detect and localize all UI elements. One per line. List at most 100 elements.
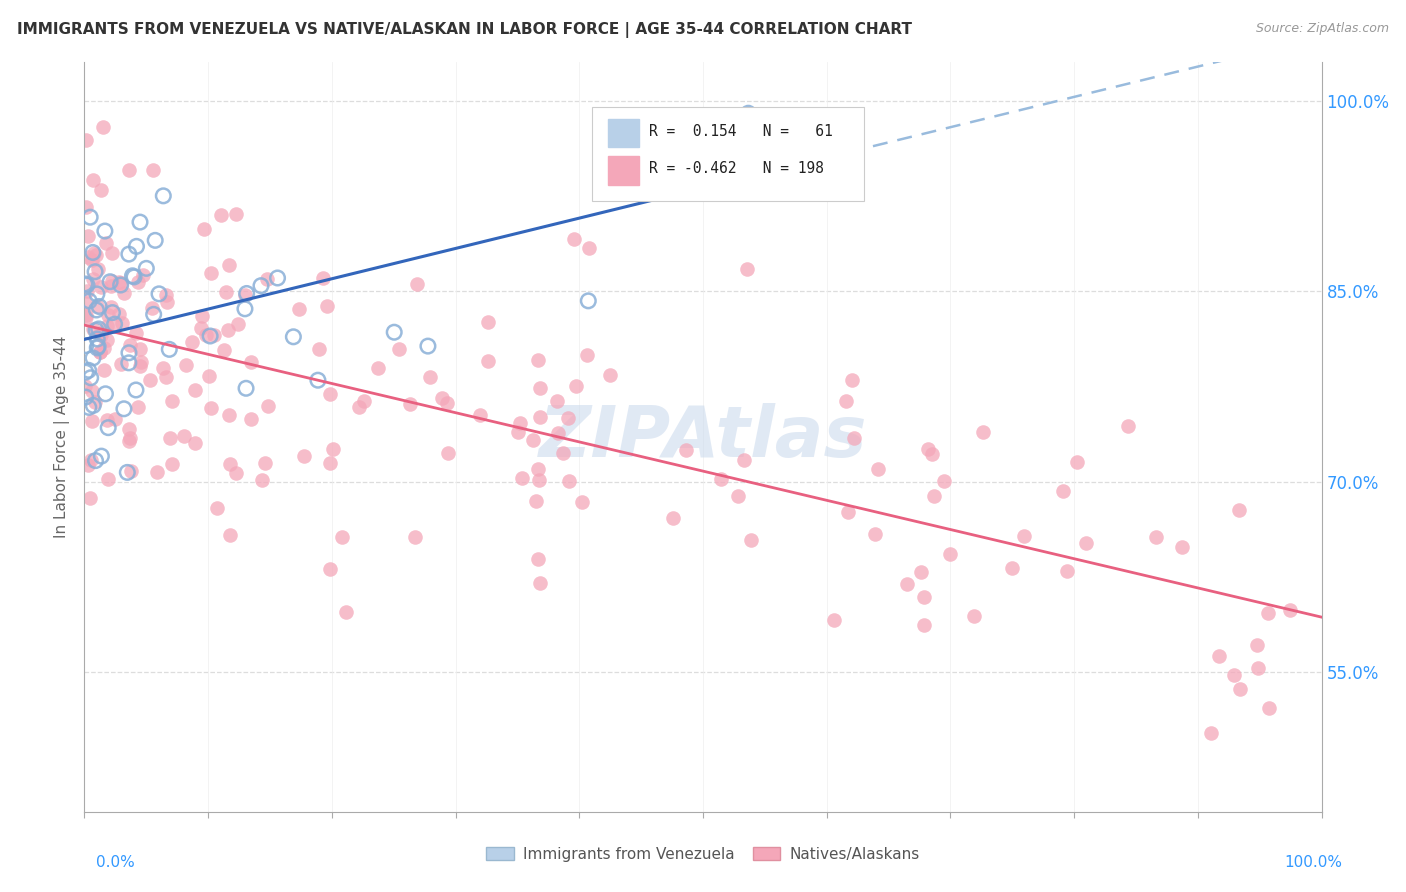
Y-axis label: In Labor Force | Age 35-44: In Labor Force | Age 35-44 (55, 336, 70, 538)
Point (193, 222, 215, 236)
Point (111, 317, 134, 331)
Point (256, 271, 278, 285)
Point (101, 246, 124, 260)
Point (219, 528, 242, 542)
Point (205, 500, 228, 515)
Point (921, 447, 943, 461)
Point (353, 393, 375, 408)
Point (118, 356, 141, 370)
Point (84, 323, 107, 337)
Point (181, 334, 204, 349)
Point (84, 265, 107, 279)
Point (77, 293, 100, 308)
Point (1001, 561, 1024, 575)
Point (120, 464, 142, 478)
Point (477, 315, 499, 329)
Point (86, 303, 108, 318)
Point (430, 392, 453, 406)
Point (1257, 701, 1279, 715)
Point (98, 275, 121, 289)
Point (922, 490, 945, 504)
Point (1247, 661, 1270, 675)
Point (195, 327, 218, 342)
Point (256, 399, 278, 413)
Point (382, 325, 405, 339)
Point (139, 373, 162, 387)
Point (93, 363, 115, 377)
Point (250, 473, 273, 487)
Point (82, 384, 104, 398)
Point (1227, 503, 1250, 517)
Point (1278, 603, 1301, 617)
Point (308, 343, 330, 357)
Point (129, 215, 152, 229)
Point (191, 309, 214, 323)
Point (159, 431, 181, 445)
Point (837, 505, 859, 519)
Point (557, 410, 579, 425)
Point (546, 394, 568, 409)
Point (250, 278, 273, 293)
Point (117, 466, 139, 480)
Point (96, 333, 118, 347)
Point (97, 420, 120, 434)
Point (84, 453, 107, 467)
Point (233, 288, 256, 302)
Point (529, 381, 551, 395)
Point (77, 401, 100, 415)
Point (599, 368, 621, 382)
Text: R = -0.462   N = 198: R = -0.462 N = 198 (648, 161, 824, 177)
Point (131, 355, 153, 369)
Point (209, 209, 232, 223)
Point (184, 435, 207, 450)
Point (529, 410, 551, 425)
Point (578, 241, 600, 255)
Point (190, 321, 212, 335)
Point (94, 235, 117, 250)
Point (86, 341, 108, 355)
Point (896, 577, 918, 591)
Point (132, 268, 155, 282)
Point (125, 326, 148, 340)
Point (524, 493, 547, 508)
Point (125, 383, 148, 397)
Point (436, 396, 458, 410)
Point (197, 369, 219, 384)
Point (87, 300, 110, 314)
Point (128, 359, 150, 373)
Point (405, 277, 427, 291)
Point (146, 465, 169, 479)
Point (419, 369, 441, 384)
FancyBboxPatch shape (607, 119, 638, 147)
Point (266, 271, 288, 285)
Point (235, 381, 257, 395)
Point (253, 456, 276, 470)
Point (135, 261, 157, 276)
Point (80, 452, 103, 467)
Point (217, 323, 239, 337)
Point (89, 326, 111, 341)
Point (841, 373, 863, 387)
Point (80, 252, 103, 267)
Point (319, 387, 342, 401)
Point (661, 510, 683, 524)
Point (89, 344, 111, 359)
Point (155, 369, 177, 384)
Point (527, 462, 550, 476)
Point (910, 565, 932, 579)
Point (173, 429, 195, 443)
Point (710, 472, 733, 486)
Point (162, 393, 184, 408)
Point (1066, 455, 1088, 469)
Point (75, 390, 97, 404)
Point (100, 300, 122, 314)
Point (1118, 418, 1140, 433)
Point (110, 357, 132, 371)
Point (155, 287, 177, 301)
Point (727, 489, 749, 503)
Point (200, 266, 222, 280)
Point (100, 274, 122, 288)
Point (112, 401, 135, 416)
FancyBboxPatch shape (592, 107, 863, 201)
Point (127, 400, 149, 414)
